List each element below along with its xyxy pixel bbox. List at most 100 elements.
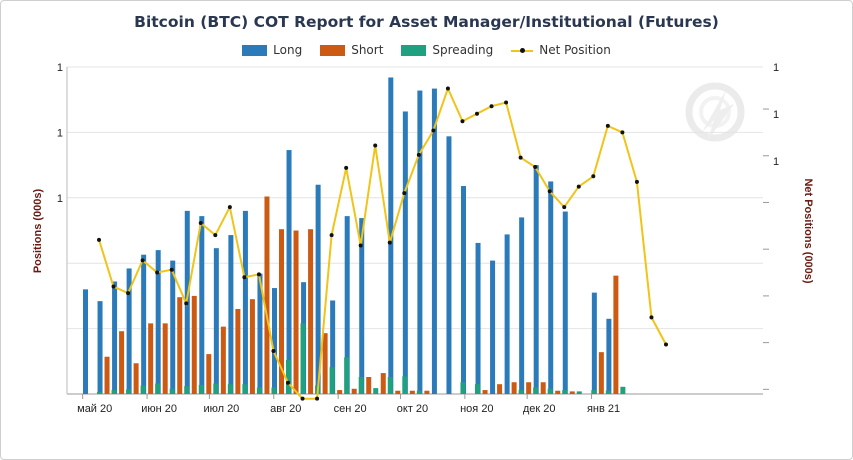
bar-spreading bbox=[460, 382, 466, 394]
bar-short bbox=[293, 230, 299, 394]
legend-item-net[interactable]: Net Position bbox=[511, 43, 611, 57]
net-position-point bbox=[533, 164, 538, 169]
legend-line-net bbox=[511, 45, 534, 56]
net-position-point bbox=[649, 315, 654, 320]
bar-spreading bbox=[97, 392, 102, 394]
bar-short bbox=[540, 382, 546, 394]
net-position-point bbox=[620, 130, 625, 135]
x-tick-label: сен 20 bbox=[334, 403, 367, 415]
bar-long bbox=[141, 254, 147, 394]
chart-title: Bitcoin (BTC) COT Report for Asset Manag… bbox=[134, 13, 719, 31]
bar-long bbox=[155, 250, 161, 394]
bar-spreading bbox=[620, 386, 626, 394]
bar-short bbox=[424, 390, 430, 394]
bar-short bbox=[366, 376, 372, 394]
net-position-point bbox=[329, 233, 334, 238]
bar-short bbox=[598, 352, 604, 394]
bar-short bbox=[191, 295, 197, 394]
left-tick-label: 1 bbox=[57, 62, 63, 74]
bar-long bbox=[359, 218, 365, 394]
bar-short bbox=[308, 229, 314, 394]
bar-spreading bbox=[111, 390, 117, 394]
bar-short bbox=[119, 331, 125, 394]
legend-item-spreading[interactable]: Spreading bbox=[401, 43, 493, 57]
bar-spreading bbox=[547, 388, 553, 394]
bar-long bbox=[461, 186, 466, 394]
bar-short bbox=[279, 229, 284, 394]
bar-long bbox=[475, 242, 481, 394]
net-position-point bbox=[634, 179, 639, 184]
bar-long bbox=[257, 273, 263, 394]
bar-spreading bbox=[591, 390, 597, 394]
x-tick-label: май 20 bbox=[77, 403, 112, 415]
bar-long bbox=[519, 217, 525, 394]
bar-short bbox=[148, 323, 154, 394]
net-position-point bbox=[140, 258, 145, 263]
net-position-point bbox=[591, 174, 596, 179]
net-position-point bbox=[562, 205, 567, 210]
bar-spreading bbox=[213, 383, 219, 394]
bar-long bbox=[97, 301, 103, 394]
bar-spreading bbox=[242, 384, 248, 394]
net-position-point bbox=[387, 240, 392, 245]
y2-axis-title: Net Positions (000s) bbox=[802, 178, 814, 283]
bar-short bbox=[104, 356, 110, 394]
bar-spreading bbox=[533, 387, 539, 394]
bar-long bbox=[562, 211, 568, 394]
bar-spreading bbox=[227, 384, 233, 394]
net-position-point bbox=[227, 205, 232, 210]
bar-spreading bbox=[140, 385, 146, 394]
bar-spreading bbox=[358, 376, 364, 394]
net-position-point bbox=[489, 104, 494, 109]
bar-short bbox=[351, 388, 357, 394]
x-tick-label: дек 20 bbox=[523, 403, 556, 415]
bar-short bbox=[526, 382, 532, 394]
legend-label-long: Long bbox=[273, 43, 303, 57]
legend-item-short[interactable]: Short bbox=[320, 43, 383, 57]
net-position-point bbox=[460, 119, 465, 124]
net-position-point bbox=[271, 349, 276, 354]
bar-long bbox=[126, 268, 132, 394]
x-tick-label: окт 20 bbox=[397, 403, 428, 415]
net-position-point bbox=[547, 189, 552, 194]
bar-long bbox=[490, 260, 496, 394]
x-tick-label: авг 20 bbox=[270, 403, 301, 415]
net-position-point bbox=[126, 291, 131, 296]
bar-short bbox=[133, 363, 139, 394]
net-position-point bbox=[184, 301, 189, 306]
bar-spreading bbox=[329, 367, 335, 394]
bar-short bbox=[249, 299, 255, 394]
logo-watermark-icon bbox=[685, 82, 745, 142]
net-position-point bbox=[344, 165, 349, 170]
bar-long bbox=[228, 235, 234, 394]
net-position-point bbox=[445, 86, 450, 91]
legend-item-long[interactable]: Long bbox=[242, 43, 302, 57]
bar-long bbox=[591, 292, 597, 394]
bar-short bbox=[162, 323, 168, 394]
bar-short bbox=[482, 390, 488, 394]
bar-spreading bbox=[198, 384, 204, 394]
bar-short bbox=[569, 391, 575, 394]
bar-spreading bbox=[387, 376, 393, 394]
net-position-point bbox=[504, 100, 509, 105]
net-position-point bbox=[242, 275, 247, 280]
bar-long bbox=[402, 111, 408, 395]
x-tick-label: ноя 20 bbox=[460, 403, 493, 415]
bar-long bbox=[83, 289, 88, 394]
x-tick-label: июн 20 bbox=[141, 403, 177, 415]
x-tick-label: июл 20 bbox=[203, 403, 239, 415]
bar-spreading bbox=[402, 376, 408, 394]
bar-long bbox=[213, 248, 219, 394]
bar-long bbox=[548, 181, 554, 394]
net-position-point bbox=[315, 396, 320, 401]
bar-short bbox=[555, 390, 561, 394]
bar-long bbox=[606, 318, 612, 394]
left-tick-label: 1 bbox=[57, 127, 63, 139]
bar-spreading bbox=[416, 390, 422, 394]
bar-spreading bbox=[169, 388, 175, 394]
bar-long bbox=[446, 136, 452, 394]
bar-short bbox=[235, 308, 241, 394]
bar-spreading bbox=[184, 386, 190, 394]
bar-short bbox=[264, 196, 270, 394]
